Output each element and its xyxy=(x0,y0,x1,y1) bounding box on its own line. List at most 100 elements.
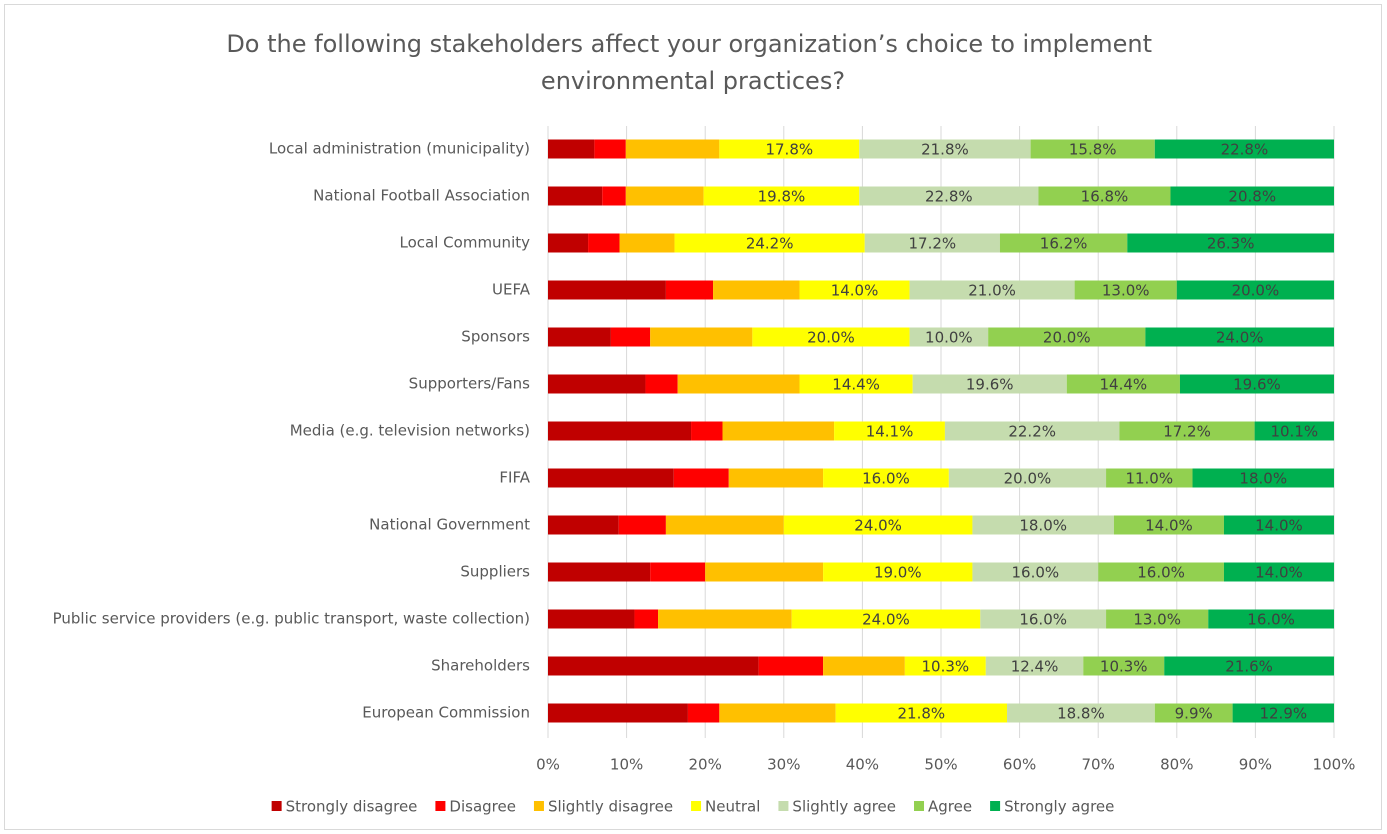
bar-segment xyxy=(674,233,865,253)
data-label: 17.2% xyxy=(1163,423,1211,441)
bar-segment xyxy=(1119,421,1255,441)
bar-segment xyxy=(944,421,1120,441)
bar-segment xyxy=(548,327,611,347)
x-tick-label: 20% xyxy=(689,756,722,774)
bar-segment xyxy=(835,703,1008,723)
bar-segment xyxy=(1164,656,1334,676)
bar-segment xyxy=(625,139,720,159)
data-label: 18.0% xyxy=(1019,517,1067,535)
data-label: 14.1% xyxy=(866,423,914,441)
bar-segment xyxy=(1106,609,1209,629)
bar-segment xyxy=(1083,656,1165,676)
data-label: 14.0% xyxy=(1255,517,1303,535)
data-label: 22.8% xyxy=(1221,141,1269,159)
data-label: 13.0% xyxy=(1102,282,1150,300)
data-label: 14.0% xyxy=(831,282,879,300)
bar-segment xyxy=(1113,515,1224,535)
bar-segment xyxy=(719,139,860,159)
bar-segment xyxy=(1066,374,1180,394)
data-label: 14.4% xyxy=(832,376,880,394)
data-label: 16.8% xyxy=(1081,188,1129,206)
data-label: 10.1% xyxy=(1270,423,1318,441)
data-label: 12.4% xyxy=(1011,658,1059,676)
legend-swatch xyxy=(533,801,544,811)
x-tick-label: 50% xyxy=(924,756,957,774)
legend-label: Agree xyxy=(928,798,972,816)
bar-segment xyxy=(834,421,945,441)
legend-swatch xyxy=(691,801,702,811)
legend-label: Neutral xyxy=(705,798,760,816)
y-tick-label: Suppliers xyxy=(460,563,530,581)
data-label: 22.8% xyxy=(925,188,973,206)
bar-segment xyxy=(909,327,989,347)
bar-segment xyxy=(972,515,1114,535)
x-tick-label: 100% xyxy=(1313,756,1356,774)
bar-segment xyxy=(859,186,1039,206)
data-label: 17.2% xyxy=(909,235,957,253)
bar-segment xyxy=(625,186,704,206)
data-label: 19.6% xyxy=(1233,376,1281,394)
data-label: 24.0% xyxy=(1216,329,1264,347)
legend-swatch xyxy=(271,801,282,811)
y-tick-label: Supporters/Fans xyxy=(409,375,531,393)
data-label: 16.0% xyxy=(1011,564,1059,582)
bar-segment xyxy=(673,468,729,488)
data-label: 9.9% xyxy=(1175,705,1213,723)
data-label: 13.0% xyxy=(1133,611,1181,629)
data-label: 19.8% xyxy=(758,188,806,206)
bar-segment xyxy=(799,280,910,300)
bar-segment xyxy=(665,280,714,300)
bar-segment xyxy=(594,139,626,159)
bar-segment xyxy=(548,515,619,535)
x-tick-label: 10% xyxy=(610,756,643,774)
bar-segment xyxy=(1154,139,1334,159)
bar-segment xyxy=(948,468,1107,488)
bar-segment xyxy=(1170,186,1334,206)
y-tick-label: Local administration (municipality) xyxy=(269,140,530,158)
data-label: 20.0% xyxy=(1232,282,1280,300)
bar-segment xyxy=(1106,468,1193,488)
legend-swatch xyxy=(778,801,789,811)
bar-segment xyxy=(548,280,666,300)
bar-segment xyxy=(602,186,626,206)
bar-segment xyxy=(719,703,836,723)
legend-swatch xyxy=(435,801,446,811)
legend-swatch xyxy=(914,801,925,811)
y-tick-label: European Commission xyxy=(362,704,530,722)
data-label: 16.0% xyxy=(1137,564,1185,582)
legend-label: Strongly agree xyxy=(1004,798,1114,816)
bar-segment xyxy=(722,421,835,441)
y-tick-label: Shareholders xyxy=(431,657,530,675)
bar-segment xyxy=(1154,703,1233,723)
bar-segment xyxy=(1145,327,1334,347)
bar-segment xyxy=(1038,186,1171,206)
y-tick-label: FIFA xyxy=(499,469,530,487)
bar-segment xyxy=(548,609,635,629)
bar-segment xyxy=(650,327,753,347)
bar-segment xyxy=(548,421,692,441)
bar-segment xyxy=(658,609,792,629)
data-label: 21.0% xyxy=(968,282,1016,300)
x-tick-label: 90% xyxy=(1239,756,1272,774)
bar-segment xyxy=(1127,233,1334,253)
y-tick-label: Public service providers (e.g. public tr… xyxy=(53,610,530,628)
x-tick-label: 60% xyxy=(1003,756,1036,774)
bar-segment xyxy=(588,233,620,253)
data-label: 19.6% xyxy=(966,376,1014,394)
data-label: 22.2% xyxy=(1008,423,1056,441)
bar-segment xyxy=(904,656,986,676)
bar-segment xyxy=(618,515,666,535)
bar-segment xyxy=(548,139,595,159)
bar-segment xyxy=(980,609,1107,629)
bar-segment xyxy=(859,139,1031,159)
bar-segment xyxy=(752,327,910,347)
bar-segment xyxy=(677,374,800,394)
data-label: 20.0% xyxy=(1043,329,1091,347)
data-label: 24.2% xyxy=(746,235,794,253)
y-tick-label: National Football Association xyxy=(313,187,530,205)
data-label: 12.9% xyxy=(1259,705,1307,723)
bar-segment xyxy=(1007,703,1155,723)
bar-segment xyxy=(1208,609,1334,629)
bar-segment xyxy=(799,374,913,394)
bar-segment xyxy=(758,656,824,676)
